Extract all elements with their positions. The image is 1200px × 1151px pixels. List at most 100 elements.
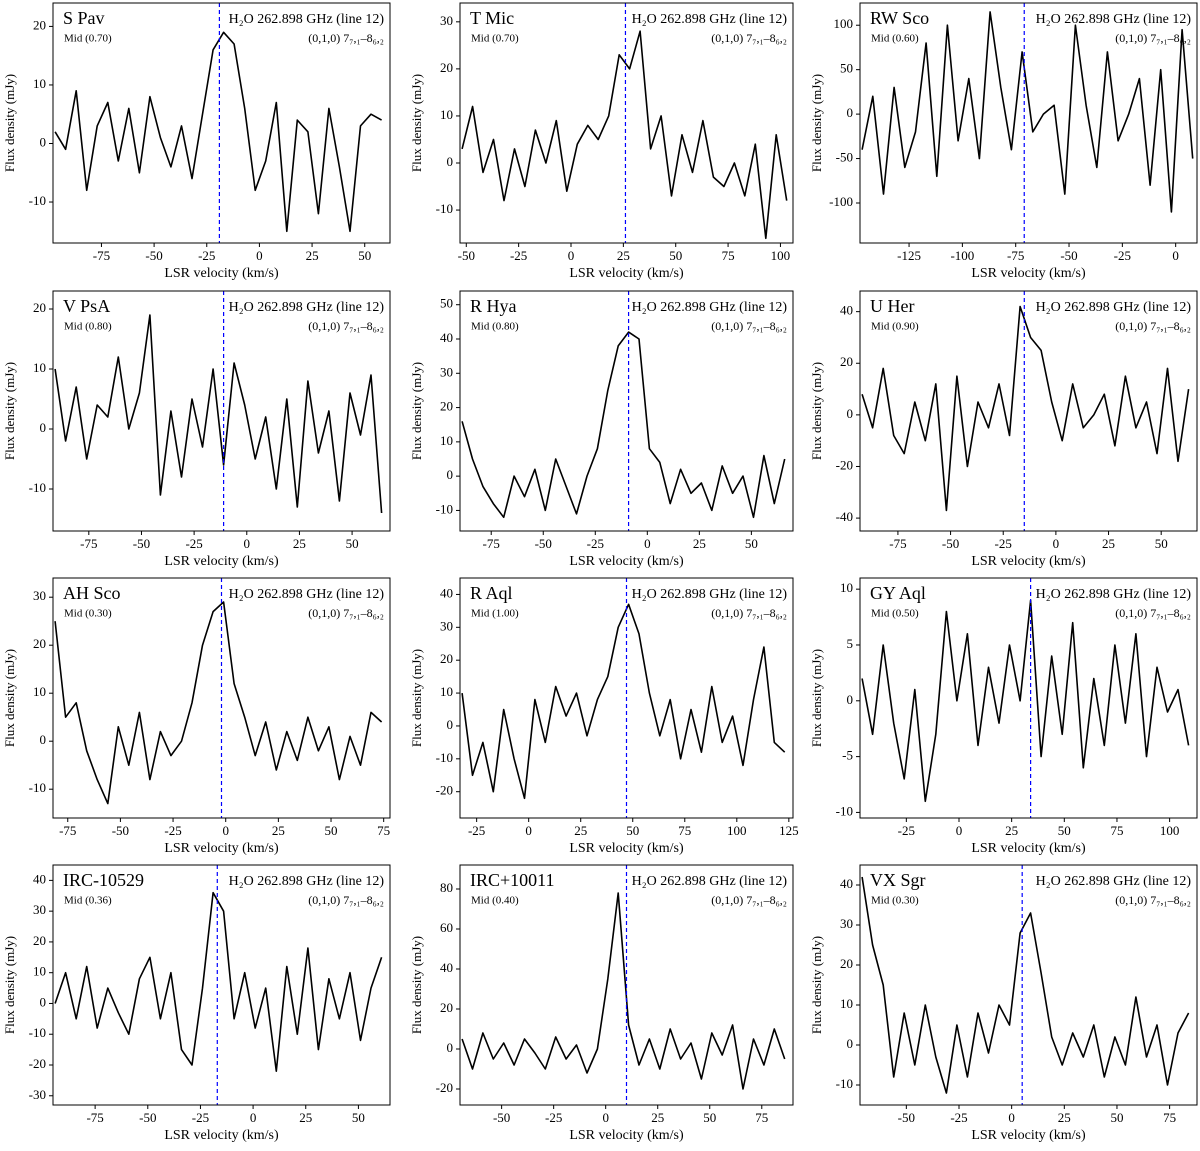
y-tick-label: 0 xyxy=(447,717,454,732)
spectrum-line xyxy=(461,892,786,1090)
x-axis-label: LSR velocity (km/s) xyxy=(164,554,279,569)
x-tick-label: 75 xyxy=(722,248,735,263)
y-tick-label: 10 xyxy=(33,964,46,979)
y-tick-label: -20 xyxy=(436,783,453,798)
x-tick-label: -25 xyxy=(185,536,202,551)
panel: -75 -50 -25 0 25 50 75 -10 0 10 20 30 AH Sco Mid (0.3… xyxy=(2,577,391,856)
x-tick-label: 0 xyxy=(602,1110,609,1125)
x-axis-label: LSR velocity (km/s) xyxy=(569,554,684,569)
panel: -75 -50 -25 0 25 50 -30 -20 -10 0 10 20 30 40 IRC-1052… xyxy=(2,864,391,1143)
axes-frame xyxy=(52,2,391,244)
x-tick-label: 125 xyxy=(779,823,799,838)
y-axis-label: Flux density (mJy) xyxy=(409,649,424,747)
y-axis-label: Flux density (mJy) xyxy=(409,74,424,172)
y-tick-label: 0 xyxy=(447,154,454,169)
x-tick-label: -75 xyxy=(80,536,97,551)
x-axis-label: LSR velocity (km/s) xyxy=(569,266,684,281)
panel: -25 0 25 50 75 100 125 -20 -10 0 10 20 30 40 R Aql Mid … xyxy=(409,577,799,856)
spectrum-line xyxy=(861,599,1190,803)
panel-title: RW Sco xyxy=(870,8,929,28)
y-tick-label: -100 xyxy=(829,194,853,209)
y-tick-label: -5 xyxy=(842,748,853,763)
y-tick-label: -10 xyxy=(29,1025,46,1040)
y-tick-label: 10 xyxy=(440,433,453,448)
x-axis-label: LSR velocity (km/s) xyxy=(971,554,1086,569)
y-tick-label: 40 xyxy=(840,876,853,891)
axes-frame xyxy=(859,864,1198,1106)
y-tick-label: 0 xyxy=(40,732,47,747)
x-tick-label: -25 xyxy=(192,1110,209,1125)
x-tick-label: 50 xyxy=(1155,536,1168,551)
y-tick-label: 20 xyxy=(840,354,853,369)
line-annotation: H₂O 262.898 GHz (line 12) xyxy=(1036,874,1192,889)
y-tick-label: 30 xyxy=(440,13,453,28)
spectrum-line xyxy=(861,305,1190,512)
axes-frame xyxy=(459,290,794,532)
axes-frame xyxy=(859,2,1198,244)
axes-frame xyxy=(459,2,794,244)
y-tick-label: 20 xyxy=(840,956,853,971)
y-tick-label: 100 xyxy=(834,16,854,31)
x-axis-label: LSR velocity (km/s) xyxy=(164,841,279,856)
panel: -50 -25 0 25 50 75 -10 0 10 20 30 40 VX Sgr Mid (0.30… xyxy=(809,864,1198,1143)
panel-subtitle: Mid (0.36) xyxy=(64,895,112,907)
y-tick-label: 0 xyxy=(40,420,47,435)
x-tick-label: 50 xyxy=(352,1110,365,1125)
panel-subtitle: Mid (0.30) xyxy=(871,895,919,907)
line-annotation: H₂O 262.898 GHz (line 12) xyxy=(1036,300,1192,315)
x-tick-label: 100 xyxy=(771,248,791,263)
y-tick-label: -40 xyxy=(836,509,853,524)
x-tick-label: -50 xyxy=(133,536,150,551)
y-tick-label: -10 xyxy=(836,803,853,818)
x-tick-label: 25 xyxy=(1058,1110,1071,1125)
panel-subtitle: Mid (0.80) xyxy=(64,321,112,333)
y-axis-label: Flux density (mJy) xyxy=(809,74,824,172)
panel-title: IRC+10011 xyxy=(470,870,555,890)
x-tick-label: -75 xyxy=(1007,248,1024,263)
transition-label: (0,1,0) 7₇,₁–8₆,₂ xyxy=(1115,893,1191,907)
x-tick-label: 25 xyxy=(574,823,587,838)
x-tick-label: 25 xyxy=(651,1110,664,1125)
x-tick-label: -25 xyxy=(995,536,1012,551)
x-tick-label: 50 xyxy=(703,1110,716,1125)
y-tick-label: 10 xyxy=(840,580,853,595)
y-tick-label: 10 xyxy=(33,76,46,91)
y-tick-label: 30 xyxy=(33,902,46,917)
y-tick-label: 10 xyxy=(33,360,46,375)
y-tick-label: 20 xyxy=(33,300,46,315)
x-tick-label: 0 xyxy=(1172,248,1179,263)
y-tick-label: -30 xyxy=(29,1087,46,1102)
x-tick-label: 100 xyxy=(727,823,747,838)
panel-title: R Aql xyxy=(470,583,513,603)
y-tick-label: -50 xyxy=(836,150,853,165)
panel-title: VX Sgr xyxy=(870,870,926,890)
y-tick-label: 20 xyxy=(33,17,46,32)
x-tick-label: 0 xyxy=(644,536,651,551)
transition-label: (0,1,0) 7₇,₁–8₆,₂ xyxy=(308,893,384,907)
x-tick-label: 0 xyxy=(1008,1110,1015,1125)
x-tick-label: -25 xyxy=(898,823,915,838)
transition-label: (0,1,0) 7₇,₁–8₆,₂ xyxy=(1115,319,1191,333)
panel-title: R Hya xyxy=(470,296,517,316)
line-annotation: H₂O 262.898 GHz (line 12) xyxy=(229,874,385,889)
y-axis-label: Flux density (mJy) xyxy=(2,936,17,1034)
line-annotation: H₂O 262.898 GHz (line 12) xyxy=(229,587,385,602)
y-axis-label: Flux density (mJy) xyxy=(809,362,824,460)
panel-title: T Mic xyxy=(470,8,514,28)
panel-title: GY Aql xyxy=(870,583,926,603)
line-annotation: H₂O 262.898 GHz (line 12) xyxy=(632,12,788,27)
x-tick-label: 50 xyxy=(325,823,338,838)
x-tick-label: -50 xyxy=(898,1110,915,1125)
x-tick-label: -50 xyxy=(493,1110,510,1125)
x-tick-label: -75 xyxy=(93,248,110,263)
y-tick-label: 0 xyxy=(847,1036,854,1051)
panel-title: IRC-10529 xyxy=(63,870,144,890)
panel-subtitle: Mid (0.60) xyxy=(871,33,919,45)
axes-frame xyxy=(52,290,391,532)
x-tick-label: 25 xyxy=(693,536,706,551)
panel-subtitle: Mid (0.30) xyxy=(64,608,112,620)
spectrum-line xyxy=(54,891,383,1072)
x-tick-label: -25 xyxy=(164,823,181,838)
x-tick-label: -50 xyxy=(942,536,959,551)
x-axis-label: LSR velocity (km/s) xyxy=(569,1128,684,1143)
